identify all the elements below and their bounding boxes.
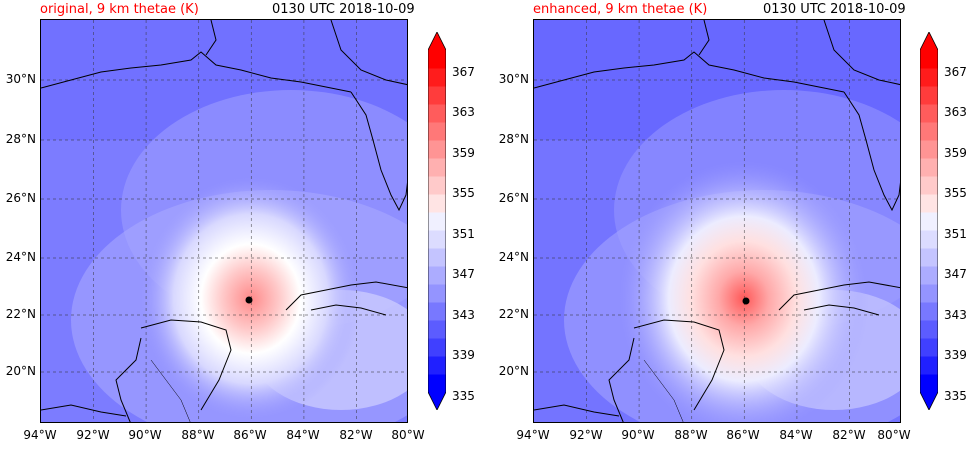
colorbar-label: 339 (452, 348, 475, 362)
lat-label: 26°N (498, 191, 529, 205)
map-enhanced (533, 19, 901, 423)
colorbar-label: 351 (944, 227, 967, 241)
colorbar-segment (920, 266, 938, 285)
lat-label: 20°N (5, 364, 36, 378)
colorbar-segment (428, 212, 446, 231)
panel-original: original, 9 km thetae (K) 0130 UTC 2018-… (5, 2, 475, 442)
colorbar-segment (428, 338, 446, 357)
lat-label: 20°N (498, 364, 529, 378)
colorbar-segment (920, 176, 938, 195)
colorbar-segment (920, 338, 938, 357)
colorbar-extend-max (920, 32, 938, 50)
lat-label: 24°N (5, 250, 36, 264)
lon-label: 88°W (674, 428, 708, 442)
lon-label: 84°W (286, 428, 320, 442)
colorbar-segment (428, 68, 446, 87)
lon-label: 88°W (181, 428, 215, 442)
lat-label: 30°N (5, 72, 36, 86)
colorbar-segment (428, 86, 446, 105)
lon-label: 80°W (391, 428, 425, 442)
colorbar-segment (428, 50, 446, 69)
lat-label: 28°N (5, 132, 36, 146)
colorbar-segment (428, 284, 446, 303)
lon-label: 90°W (128, 428, 162, 442)
lat-label: 22°N (5, 307, 36, 321)
colorbar-segment (428, 266, 446, 285)
lon-label: 84°W (779, 428, 813, 442)
colorbar-label: 339 (944, 348, 967, 362)
colorbar-segment (920, 122, 938, 141)
colorbar-segment (428, 374, 446, 393)
colorbar-label: 363 (452, 105, 475, 119)
colorbar-label: 359 (944, 146, 967, 160)
colorbar-label: 343 (452, 308, 475, 322)
lon-label: 82°W (339, 428, 373, 442)
lon-label: 92°W (569, 428, 603, 442)
lon-label: 90°W (621, 428, 655, 442)
lat-label: 22°N (498, 307, 529, 321)
colorbar-segment (428, 320, 446, 339)
colorbar-label: 359 (452, 146, 475, 160)
colorbar (919, 31, 939, 411)
panel-enhanced: enhanced, 9 km thetae (K) 0130 UTC 2018-… (493, 0, 972, 449)
panel-timestamp: 0130 UTC 2018-10-09 (763, 2, 906, 17)
colorbar-segment (920, 140, 938, 159)
colorbar-label: 367 (452, 65, 475, 79)
lat-label: 26°N (5, 191, 36, 205)
colorbar-segment (428, 230, 446, 249)
colorbar-label: 367 (944, 65, 967, 79)
lat-label: 24°N (498, 250, 529, 264)
colorbar-label: 351 (452, 227, 475, 241)
colorbar-segment (920, 248, 938, 267)
lat-label: 28°N (498, 132, 529, 146)
colorbar-label: 335 (944, 389, 967, 403)
lon-label: 94°W (23, 428, 57, 442)
colorbar-label: 347 (944, 267, 967, 281)
colorbar-segment (428, 140, 446, 159)
colorbar-segment (920, 68, 938, 87)
map-original (40, 19, 408, 423)
lon-label: 80°W (877, 428, 911, 442)
lon-label: 86°W (726, 428, 760, 442)
colorbar-segment (920, 50, 938, 69)
colorbar-segment (428, 194, 446, 213)
panel-title: original, 9 km thetae (K) (40, 2, 199, 17)
colorbar-segment (428, 248, 446, 267)
colorbar-segment (920, 320, 938, 339)
colorbar-label: 355 (452, 186, 475, 200)
colorbar-segment (920, 284, 938, 303)
colorbar-label: 363 (944, 105, 967, 119)
colorbar-segment (428, 122, 446, 141)
colorbar-segment (920, 86, 938, 105)
colorbar-segment (428, 104, 446, 123)
colorbar-segment (920, 302, 938, 321)
colorbar-segment (920, 356, 938, 375)
lon-label: 92°W (76, 428, 110, 442)
lon-label: 94°W (516, 428, 550, 442)
colorbar-segment (428, 356, 446, 375)
lon-label: 82°W (832, 428, 866, 442)
colorbar-label: 355 (944, 186, 967, 200)
panel-title: enhanced, 9 km thetae (K) (533, 2, 708, 17)
colorbar-label: 343 (944, 308, 967, 322)
colorbar-extend-min (428, 392, 446, 410)
colorbar-segment (920, 194, 938, 213)
colorbar-segment (920, 104, 938, 123)
lat-label: 30°N (498, 72, 529, 86)
colorbar-label: 335 (452, 389, 475, 403)
lon-label: 86°W (233, 428, 267, 442)
colorbar-segment (920, 230, 938, 249)
colorbar-segment (428, 158, 446, 177)
colorbar-segment (920, 158, 938, 177)
colorbar-segment (920, 374, 938, 393)
colorbar-segment (428, 302, 446, 321)
colorbar-extend-min (920, 392, 938, 410)
colorbar-extend-max (428, 32, 446, 50)
colorbar (427, 31, 447, 411)
colorbar-segment (920, 212, 938, 231)
colorbar-segment (428, 176, 446, 195)
panel-timestamp: 0130 UTC 2018-10-09 (272, 2, 415, 17)
colorbar-label: 347 (452, 267, 475, 281)
